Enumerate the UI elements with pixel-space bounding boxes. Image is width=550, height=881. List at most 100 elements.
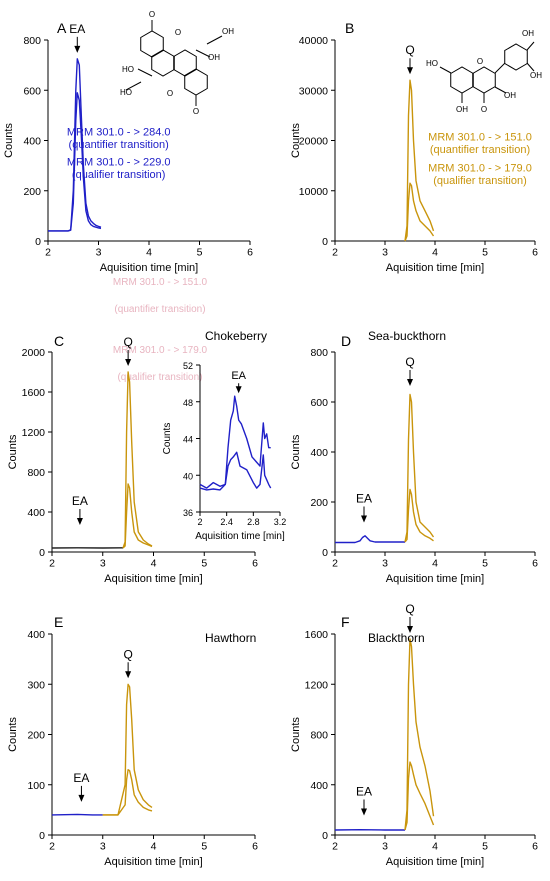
x-tick-label: 5: [482, 247, 488, 259]
molecule-label: OH: [222, 27, 234, 36]
lactone-ring: [184, 68, 208, 96]
molecule-label: O: [149, 10, 155, 19]
y-axis-label: Counts: [7, 434, 19, 469]
y-axis-label: Counts: [290, 434, 302, 469]
y-tick-label: 300: [27, 679, 45, 691]
transition-label: MRM 301.0 - > 229.0: [67, 157, 171, 169]
chart-panel-a: 0 200 400 600 800 2 3 4 5 6 Aquisition time [min] C…: [3, 10, 253, 274]
x-tick-label: 3: [100, 558, 106, 570]
panel-subtitle: Chokeberry: [205, 329, 267, 343]
y-tick-label: 0: [39, 830, 45, 842]
peak-label-q: Q: [405, 43, 414, 57]
x-tick-label: 2.8: [247, 517, 260, 527]
series-line: [404, 79, 435, 242]
transition-label: MRM 301.0 - > 284.0: [67, 126, 171, 138]
series-line: [48, 92, 102, 232]
molecule-label: O: [175, 28, 181, 37]
peak-label-ea: EA: [72, 494, 88, 508]
y-tick-label: 0: [322, 547, 328, 559]
watermark-line: MRM 301.0 - > 179.0: [113, 345, 208, 356]
y-tick-label: 2000: [22, 347, 46, 359]
x-tick-label: 3: [96, 247, 102, 259]
x-tick-label: 6: [252, 558, 258, 570]
watermark-text: MRM 301.0 - > 151.0 (quantifier transitio…: [113, 277, 208, 383]
bond: [206, 35, 223, 45]
watermark-line: (quantifier transition): [114, 304, 205, 315]
y-tick-label: 400: [310, 780, 328, 792]
watermark-line: MRM 301.0 - > 151.0: [113, 277, 208, 288]
y-tick-label: 800: [310, 347, 328, 359]
x-tick-label: 6: [532, 558, 538, 570]
chart-panel-c: 0 400 800 1200 1600 2000 2 3 4 5 6 Aquisition time …: [7, 329, 286, 585]
arrow-head: [361, 515, 367, 523]
molecule-label: HO: [426, 59, 438, 68]
peak-label-q: Q: [405, 355, 414, 369]
x-tick-label: 2.4: [220, 517, 233, 527]
inset-chart: 36 40 44 48 52 2 2.4 2.8 3.2 Aquisition time [min…: [162, 361, 286, 542]
y-tick-label: 52: [183, 361, 193, 371]
x-axis-label: Aquisition time [min]: [104, 573, 202, 585]
x-tick-label: 5: [201, 558, 207, 570]
x-tick-label: 2: [45, 247, 51, 259]
x-axis-label: Aquisition time [min]: [386, 573, 484, 585]
x-tick-label: 4: [432, 247, 438, 259]
bond: [195, 49, 211, 58]
x-tick-label: 4: [432, 841, 438, 853]
x-tick-label: 4: [151, 558, 157, 570]
y-tick-label: 400: [310, 447, 328, 459]
y-tick-label: 1200: [305, 679, 329, 691]
panel-letter: F: [341, 614, 350, 630]
transition-label: (qualifier transition): [72, 169, 166, 181]
y-tick-label: 200: [23, 186, 41, 198]
panel-letter: E: [54, 614, 63, 630]
chart-panel-b: 0 10000 20000 30000 40000 2 3 4 5 6 Aquisition tim…: [290, 20, 542, 274]
x-tick-label: 6: [532, 247, 538, 259]
arrow-head: [78, 794, 85, 802]
panel-letter: B: [345, 20, 354, 36]
x-axis-label: Aquisition time [min]: [386, 262, 484, 274]
x-axis-label: Aquisition time [min]: [195, 531, 285, 542]
inset-peak-label: EA: [231, 370, 246, 382]
ring: [504, 43, 528, 71]
molecule-label: O: [477, 57, 483, 66]
molecule-label: OH: [456, 105, 468, 114]
ring: [450, 66, 474, 94]
x-tick-label: 6: [247, 247, 253, 259]
peak-label-q: Q: [123, 335, 132, 349]
x-tick-label: 4: [432, 558, 438, 570]
molecule-label: OH: [504, 91, 516, 100]
molecule-label: O: [481, 105, 487, 114]
y-axis-label: Counts: [162, 423, 173, 455]
transition-label: (quantifier transition): [430, 144, 530, 156]
series-line: [199, 451, 272, 491]
series-line: [404, 638, 435, 831]
series-line: [335, 535, 405, 544]
y-tick-label: 400: [23, 136, 41, 148]
x-tick-label: 3: [382, 841, 388, 853]
molecule-label: HO: [122, 65, 134, 74]
y-tick-label: 800: [27, 467, 45, 479]
molecule-label: OH: [208, 53, 220, 62]
x-tick-label: 2: [197, 517, 202, 527]
y-tick-label: 10000: [299, 186, 328, 198]
bond: [526, 62, 535, 72]
series-line: [199, 395, 271, 489]
arrow-head: [74, 45, 81, 53]
bond: [494, 62, 506, 74]
arrow-head: [407, 379, 413, 386]
y-tick-label: 20000: [299, 136, 328, 148]
x-tick-label: 6: [532, 841, 538, 853]
molecule-label: O: [167, 89, 173, 98]
chart-panel-e: 0 100 200 300 400 2 3 4 5 6 Aquisition time [min] C…: [7, 614, 258, 868]
y-axis-label: Counts: [290, 717, 302, 752]
x-axis-label: Aquisition time [min]: [100, 262, 198, 274]
lactone-ring: [140, 30, 164, 58]
molecule-label: HO: [120, 88, 132, 97]
peak-label-ea: EA: [69, 22, 85, 36]
x-tick-label: 3: [382, 558, 388, 570]
chart-panel-f: 0 400 800 1200 1600 2 3 4 5 6 Aquisition time [min…: [290, 602, 538, 868]
ring: [173, 49, 197, 77]
transition-label: (qualifier transition): [433, 175, 527, 187]
